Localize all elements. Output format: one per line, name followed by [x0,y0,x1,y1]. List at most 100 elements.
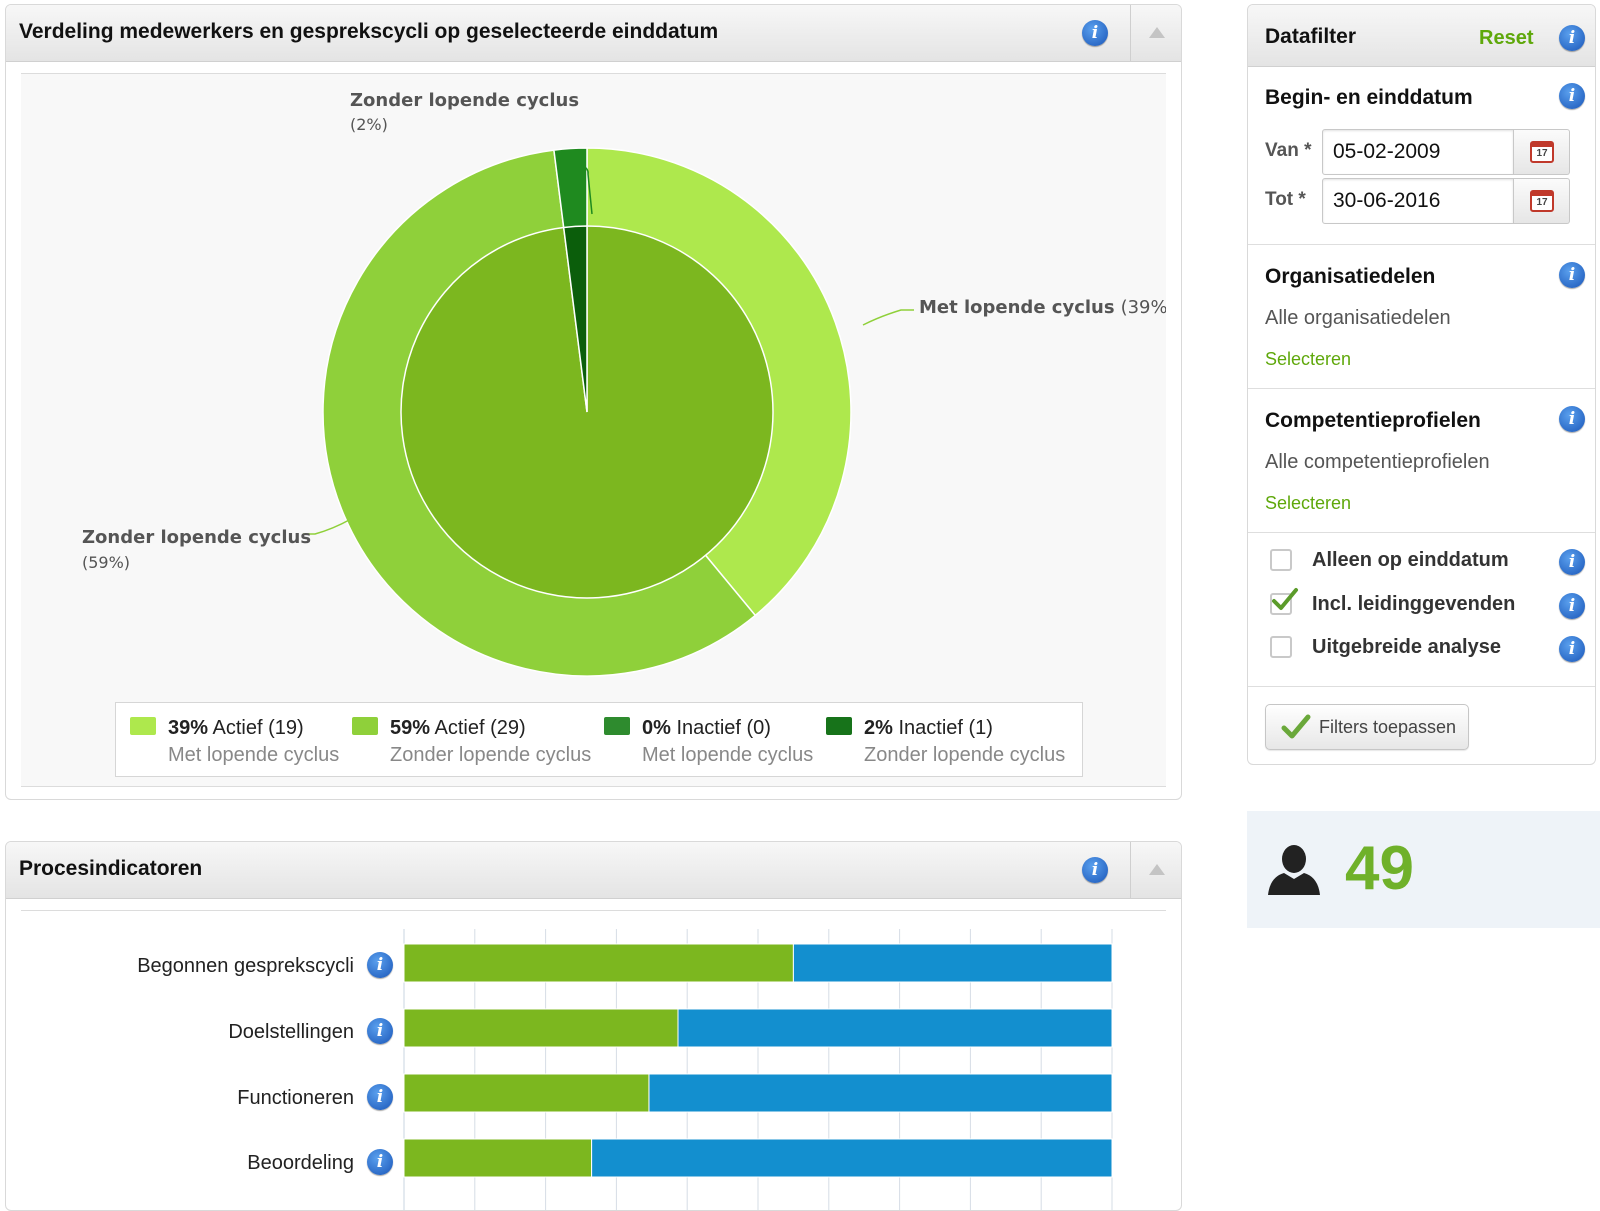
legend-item-sub: Met lopende cyclus [168,744,340,766]
org-section: Organisatiedelen i Alle organisatiedelen… [1248,244,1595,389]
legend-status: Actief [212,717,263,739]
legend-item-sub: Zonder lopende cyclus [390,744,592,766]
info-icon[interactable]: i [367,1149,393,1175]
options-section: Alleen op einddatum i Incl. leidinggeven… [1248,532,1595,687]
info-icon[interactable]: i [1559,83,1585,109]
info-icon[interactable]: i [1559,406,1585,432]
leader-line-right [862,309,914,326]
label-zonder-large-title: Zonder lopende cyclus [82,527,311,548]
collapse-button[interactable] [1130,842,1181,898]
legend-count: (19) [268,717,304,739]
bar-segment-0-1[interactable] [792,943,1113,983]
legend-count: (29) [490,717,526,739]
legend-status: Inactief [676,717,741,739]
checkbox-label: Uitgebreide analyse [1312,636,1501,658]
employee-count: 49 [1345,834,1414,903]
org-value: Alle organisatiedelen [1265,307,1451,329]
inner-slice-1[interactable] [562,225,588,413]
checkmark-icon [1272,588,1298,610]
bar-segment-1-0[interactable] [403,1008,679,1048]
collapse-arrow-icon [1149,864,1165,875]
info-icon[interactable]: i [1559,25,1585,51]
leader-line-left [303,518,352,535]
label-zonder-large-pct: (59%) [82,553,130,572]
leader-line-top [581,164,593,215]
comp-section: Competentieprofielen i Alle competentiep… [1248,388,1595,533]
bar-segment-0-0[interactable] [403,943,794,983]
to-calendar-button[interactable]: 17 [1514,178,1570,224]
bar-segment-2-0[interactable] [403,1073,650,1113]
bar-segment-1-1[interactable] [677,1008,1113,1048]
bar-label-beoordeling: Beoordeling [247,1152,354,1174]
info-icon[interactable]: i [367,952,393,978]
from-calendar-button[interactable]: 17 [1514,129,1570,175]
process-chart-area: Begonnen gesprekscycli Doelstellingen Fu… [21,910,1166,1210]
datafilter-panel: Datafilter Reset i Begin- en einddatum i… [1247,4,1596,765]
calendar-icon: 17 [1530,141,1554,163]
label-zonder-small-pct: (2%) [350,115,388,134]
process-bar-chart [403,929,1113,1210]
checkbox-label: Incl. leidinggevenden [1312,593,1516,615]
info-icon[interactable]: i [1082,857,1108,883]
to-date-input[interactable] [1322,178,1514,224]
bar-segment-3-1[interactable] [591,1138,1113,1178]
legend-swatch [130,717,156,735]
collapse-arrow-icon [1149,27,1165,38]
comp-section-title: Competentieprofielen [1265,409,1481,432]
distribution-panel-title: Verdeling medewerkers en gesprekscycli o… [19,20,719,43]
legend-swatch [604,717,630,735]
legend-item-sub: Met lopende cyclus [642,744,814,766]
comp-value: Alle competentieprofielen [1265,451,1490,473]
bar-segment-2-1[interactable] [648,1073,1113,1113]
bar-label-doelstellingen: Doelstellingen [228,1021,354,1043]
info-icon[interactable]: i [1559,593,1585,619]
comp-select-link[interactable]: Selecteren [1265,493,1352,513]
checkbox[interactable] [1270,549,1292,571]
apply-section: Filters toepassen [1248,686,1595,764]
legend-item-sub: Zonder lopende cyclus [864,744,1066,766]
user-icon [1268,845,1320,895]
legend-status: Actief [434,717,485,739]
legend-count: (0) [746,717,771,739]
collapse-button[interactable] [1130,5,1181,61]
date-section: Begin- en einddatum i Van * 17 Tot * 17 [1248,66,1595,245]
org-select-link[interactable]: Selecteren [1265,349,1352,369]
chart-legend: 39% Actief (19) Met lopende cyclus 59% A… [115,702,1083,777]
reset-link[interactable]: Reset [1479,27,1534,49]
process-panel-header: Procesindicatoren i [6,842,1181,899]
apply-filters-button[interactable]: Filters toepassen [1265,704,1469,750]
legend-item-main: 59% Actief (29) [390,717,526,740]
process-panel-title: Procesindicatoren [19,857,203,880]
calendar-icon: 17 [1530,190,1554,212]
legend-pct: 59% [390,717,431,739]
bar-label-functioneren: Functioneren [237,1087,354,1109]
checkmark-icon [1281,714,1311,739]
distribution-chart-area: Zonder lopende cyclus (2%) Met lopende c… [21,73,1166,787]
date-section-title: Begin- en einddatum [1265,86,1473,109]
bar-segment-3-0[interactable] [403,1138,593,1178]
legend-swatch [826,717,852,735]
distribution-donut-chart: Zonder lopende cyclus (2%) Met lopende c… [82,90,1166,677]
info-icon[interactable]: i [1559,636,1585,662]
bar-label-begonnen: Begonnen gesprekscycli [137,955,354,977]
info-icon[interactable]: i [1559,262,1585,288]
legend-swatch [352,717,378,735]
legend-pct: 2% [864,717,893,739]
employee-count-box: 49 [1247,811,1600,928]
datafilter-title: Datafilter [1265,25,1357,48]
info-icon[interactable]: i [367,1084,393,1110]
legend-pct: 39% [168,717,209,739]
from-date-input[interactable] [1322,129,1514,175]
info-icon[interactable]: i [1559,549,1585,575]
process-panel: Procesindicatoren i Begonnen gesprekscyc… [5,841,1182,1211]
legend-item-main: 0% Inactief (0) [642,717,771,740]
datafilter-header: Datafilter Reset i [1248,5,1595,67]
legend-count: (1) [968,717,993,739]
label-met-pct: (39%) [1121,297,1166,318]
info-icon[interactable]: i [1082,20,1108,46]
checkbox-label: Alleen op einddatum [1312,549,1509,571]
legend-status: Inactief [898,717,963,739]
info-icon[interactable]: i [367,1018,393,1044]
label-met-name: Met lopende cyclus [919,297,1115,318]
checkbox[interactable] [1270,636,1292,658]
